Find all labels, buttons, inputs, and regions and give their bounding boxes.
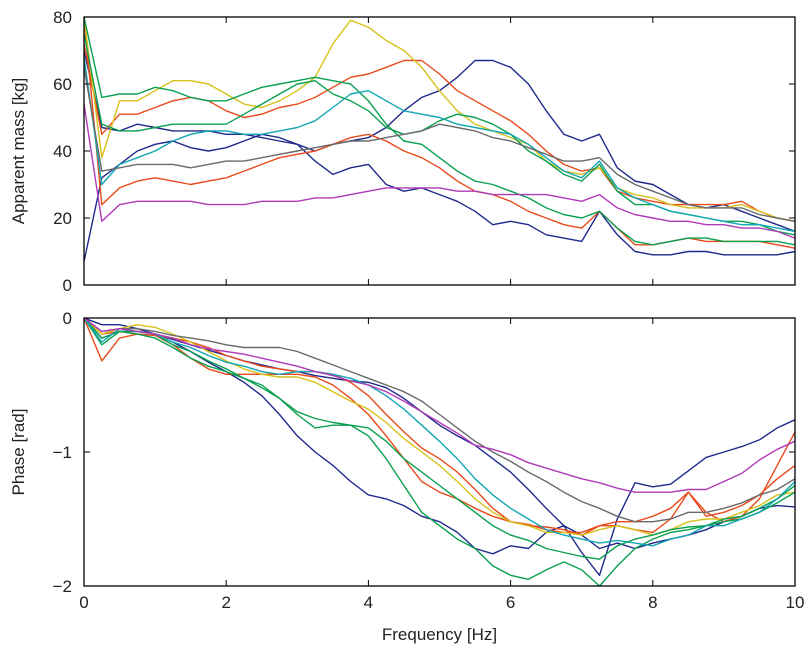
phase-series-line-9 [84, 318, 795, 523]
apparent-mass-y-tick-label: 0 [63, 276, 72, 295]
phase-series-line-6 [84, 318, 795, 586]
phase-series-line-10 [84, 318, 795, 493]
apparent-mass-y-tick-label: 20 [53, 209, 72, 228]
phase-series-line-2 [84, 318, 795, 555]
phase-series-line-3 [84, 318, 795, 534]
frequency-x-axis-label: Frequency [Hz] [382, 625, 497, 644]
apparent-mass-y-tick-label: 80 [53, 8, 72, 27]
apparent-mass-ticks: 0 20 40 60 80 [53, 8, 796, 295]
apparent-mass-panel: 0 20 40 60 80 Apparent mass [kg] [9, 8, 796, 295]
phase-series-line-8 [84, 318, 795, 547]
phase-panel: 0 2 4 6 8 10 −2 −1 0 Phase [rad] Frequency [Hz] [9, 309, 804, 644]
phase-y-tick-label: 0 [63, 309, 72, 328]
phase-series-line-1 [84, 318, 795, 576]
phase-y-axis-label: Phase [rad] [9, 409, 28, 496]
apparent-mass-series-line-10 [84, 103, 795, 239]
apparent-mass-series-line-4 [84, 17, 795, 249]
phase-x-tick-label: 4 [364, 593, 373, 612]
phase-x-tick-label: 10 [786, 593, 805, 612]
phase-y-tick-label: −2 [53, 577, 72, 596]
phase-series-line-7 [84, 318, 795, 560]
apparent-mass-plot-frame [83, 16, 796, 286]
phase-ticks: 0 2 4 6 8 10 −2 −1 0 [53, 309, 805, 612]
apparent-mass-series [84, 17, 795, 262]
phase-y-tick-label: −1 [53, 443, 72, 462]
apparent-mass-series-line-2 [84, 50, 795, 256]
phase-x-tick-label: 0 [79, 593, 88, 612]
apparent-mass-series-line-9 [84, 67, 795, 222]
apparent-mass-y-tick-label: 60 [53, 75, 72, 94]
phase-x-tick-label: 2 [221, 593, 230, 612]
apparent-mass-y-axis-label: Apparent mass [kg] [9, 78, 28, 224]
phase-series [84, 318, 795, 586]
apparent-mass-series-line-8 [84, 57, 795, 233]
apparent-mass-series-line-5 [84, 17, 795, 222]
apparent-mass-y-tick-label: 40 [53, 142, 72, 161]
phase-series-line-5 [84, 318, 795, 536]
phase-series-line-4 [84, 318, 795, 536]
apparent-mass-series-line-6 [84, 17, 795, 246]
phase-x-tick-label: 8 [648, 593, 657, 612]
phase-x-tick-label: 6 [506, 593, 515, 612]
